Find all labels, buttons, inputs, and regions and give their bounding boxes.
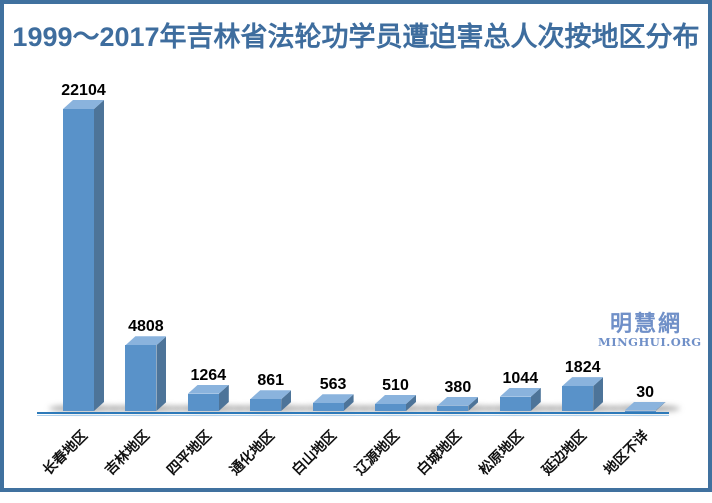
bar-side-face [531,388,541,411]
x-axis-line [37,412,669,414]
bar-value-label: 861 [257,372,285,390]
bar-value-label: 510 [382,377,409,395]
bar-side-face [281,390,291,411]
bar-front-face [375,404,406,411]
bar-top-face [437,396,479,406]
bar-top-face [375,395,416,405]
bar-side-face [156,336,166,411]
bar-front-face [63,109,94,411]
bar-front-face [312,403,344,411]
bar-value-label: 4808 [128,318,164,336]
x-axis-line-highlight [37,415,669,416]
bar-value-label: 30 [636,383,654,401]
bar-top-face [312,394,354,404]
bar-side-face [219,385,229,411]
bar-front-face [187,393,219,411]
plot-area: 22104 长春地区 4808 吉林地区 1264 四平地区 861 通化地区 563 白山地区 5… [4,4,708,488]
bar-value-label: 22104 [61,82,106,99]
bar-side-face [593,377,603,411]
bar-value-label: 1824 [564,359,601,377]
bar-value-label: 1264 [190,366,227,384]
watermark-cn-text: 明慧網 [609,311,682,337]
chart-title: 1999～2017年吉林省法轮功学员遭迫害总人次按地区分布 [12,22,700,52]
bar-top-face [250,390,292,400]
bar-side-face [656,402,666,412]
bar-value-label: 563 [319,376,347,394]
bar-top-face [562,377,604,387]
bar-top-face [187,384,229,394]
watermark-en-text: MINGHUI.ORG [598,335,702,349]
bar-front-face [624,410,656,411]
bar-front-face [562,386,594,411]
bar-front-face [250,399,282,411]
bar-front-face [499,396,531,411]
chart-frame: 1999～2017年吉林省法轮功学员遭迫害总人次按地区分布 22104 长春地区 4… [0,0,712,492]
bar-side-face [94,100,104,411]
bar-value-label: 1044 [502,369,539,387]
bar-side-face [406,395,416,411]
bar-value-label: 380 [444,378,472,396]
bar-front-face [125,345,157,411]
bar-side-face [468,397,478,411]
bar-top-face [624,401,666,411]
bar-top-face [499,387,541,397]
bar-top-face [63,100,104,109]
bar-side-face [344,394,354,411]
bar-top-face [125,336,167,346]
bar-front-face [437,405,469,411]
minghui-watermark: 明慧網 MINGHUI.ORG [598,311,702,349]
